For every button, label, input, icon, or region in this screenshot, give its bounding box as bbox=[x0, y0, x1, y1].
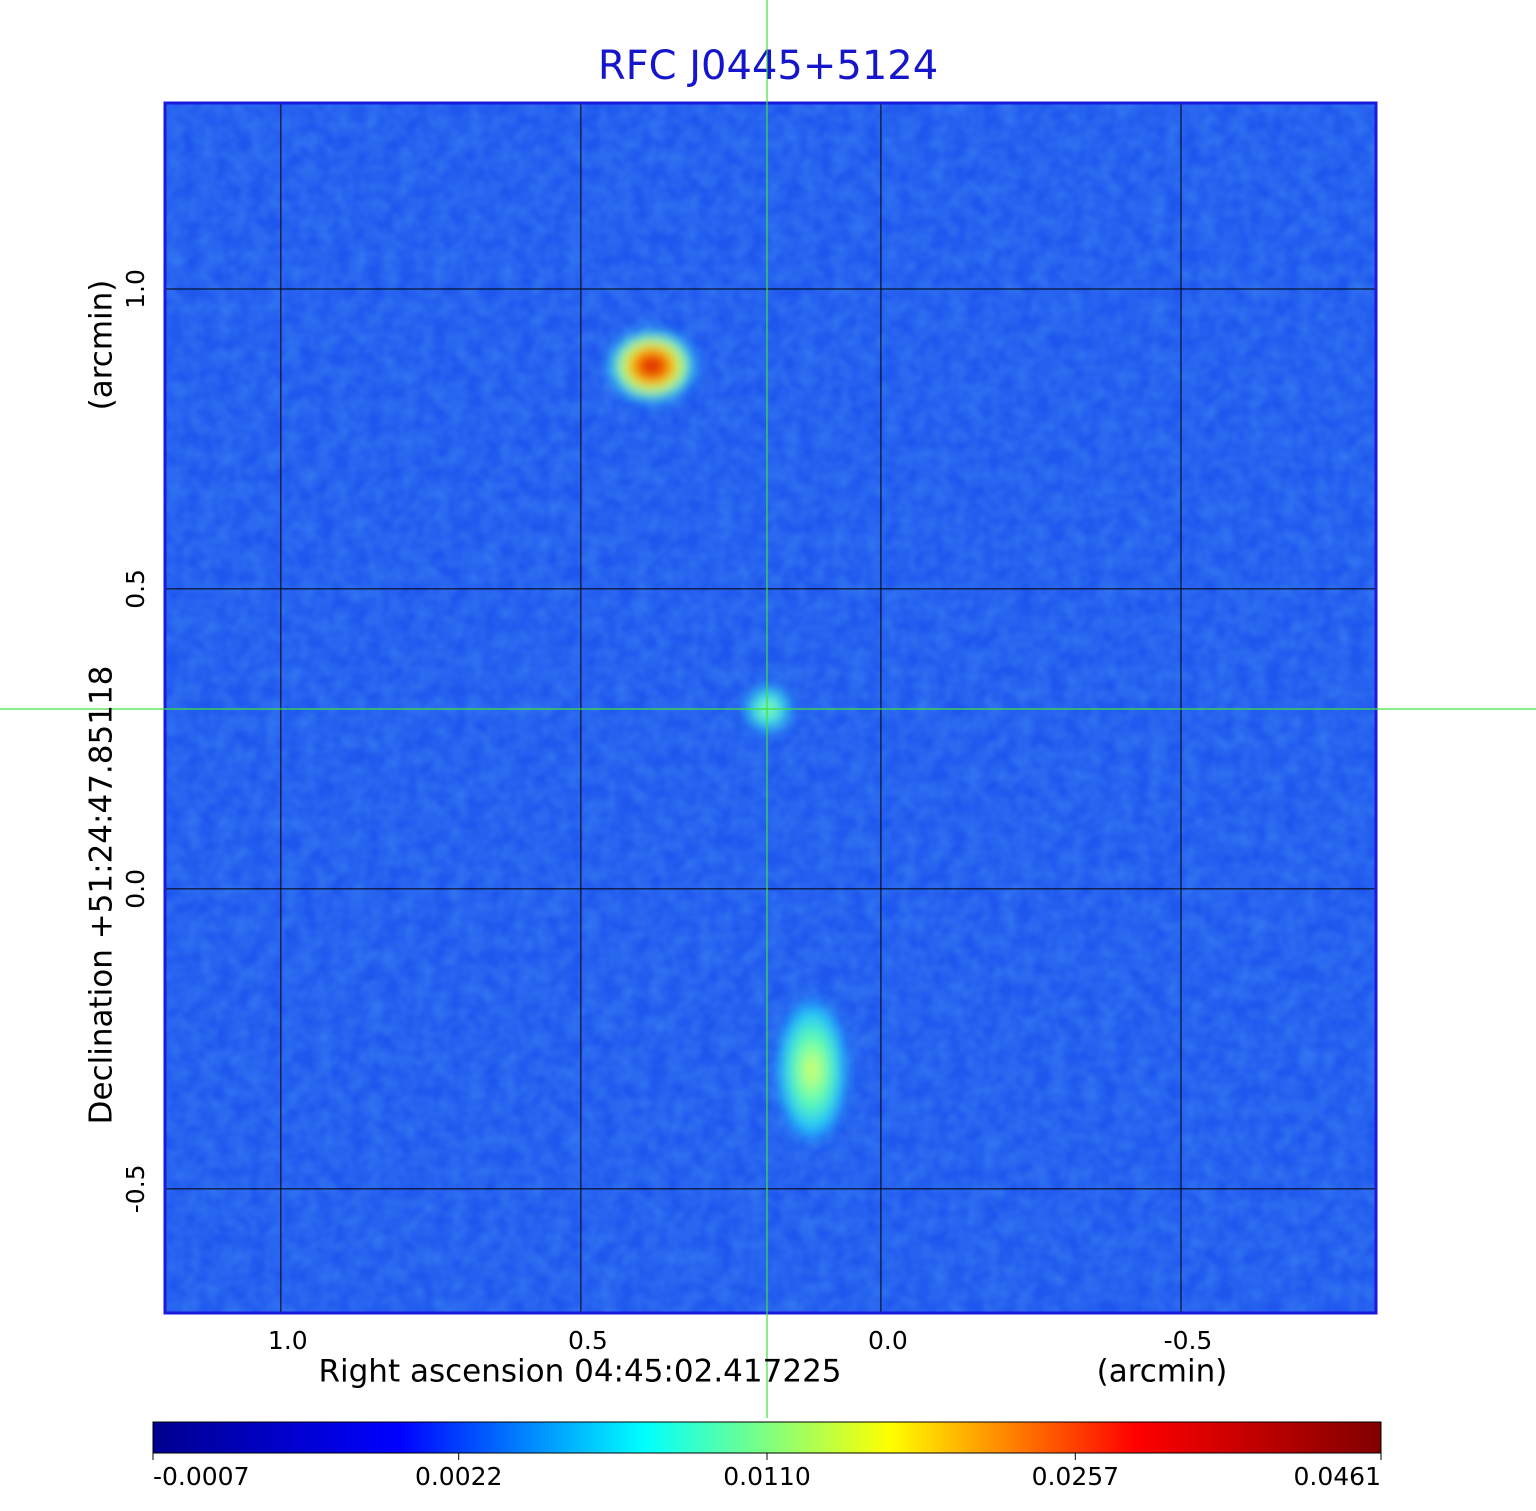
x-tick-label: 0.5 bbox=[568, 1326, 608, 1355]
x-tick-label: -0.5 bbox=[1164, 1326, 1213, 1355]
colorbar-tick-label: 0.0110 bbox=[723, 1462, 810, 1491]
plot-frame bbox=[163, 101, 1378, 1315]
y-unit: (arcmin) bbox=[84, 280, 120, 411]
y-label: Declination +51:24:47.85118 bbox=[84, 666, 120, 1125]
y-tick-label: -0.5 bbox=[121, 1164, 150, 1213]
colorbar-tick-label: 0.0257 bbox=[1032, 1462, 1119, 1491]
colorbar-tick-label: -0.0007 bbox=[153, 1462, 250, 1491]
source bbox=[604, 326, 700, 406]
x-tick-label: 0.0 bbox=[868, 1326, 908, 1355]
x-tick-label: 1.0 bbox=[268, 1326, 308, 1355]
colorbar-tick-label: 0.0461 bbox=[1294, 1462, 1381, 1491]
colorbar bbox=[152, 1421, 1382, 1454]
grid bbox=[165, 103, 1376, 1313]
chart-title: RFC J0445+5124 bbox=[598, 43, 938, 89]
y-tick-label: 0.5 bbox=[121, 569, 150, 609]
sources bbox=[604, 326, 852, 1150]
source bbox=[772, 990, 852, 1150]
colorbar-tick-label: 0.0022 bbox=[415, 1462, 502, 1491]
x-unit: (arcmin) bbox=[1097, 1354, 1228, 1390]
y-tick-label: 0.0 bbox=[121, 869, 150, 909]
x-label: Right ascension 04:45:02.417225 bbox=[318, 1354, 841, 1390]
y-tick-label: 1.0 bbox=[121, 269, 150, 309]
